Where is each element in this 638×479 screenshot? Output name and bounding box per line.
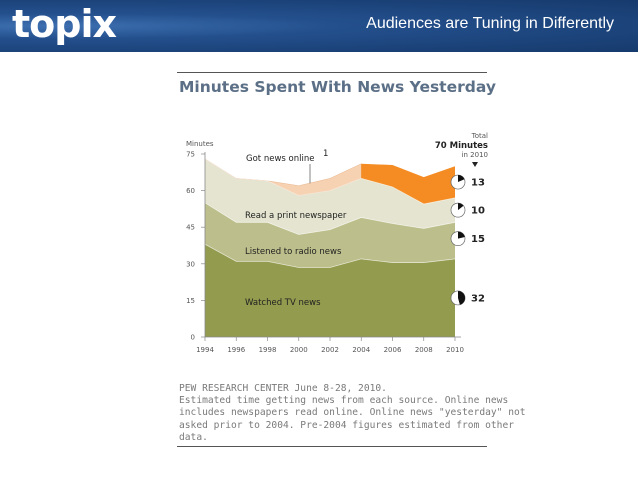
x-tick-label: 2002 bbox=[321, 346, 339, 354]
y-tick-label: 0 bbox=[191, 334, 195, 342]
stacked-area-chart: 0 15 30 45 60 75 Minutes 1994 1996 1998 2000 2002 20… bbox=[186, 132, 488, 354]
total-minutes: 70 Minutes bbox=[435, 141, 488, 151]
total-label: Total bbox=[471, 132, 488, 140]
y-tick-label: 60 bbox=[186, 187, 195, 195]
area-0 bbox=[205, 244, 455, 337]
area-online bbox=[361, 163, 455, 205]
footnote-marker: 1 bbox=[323, 149, 328, 159]
y-tick-label: 75 bbox=[186, 151, 195, 159]
y-tick-label: 45 bbox=[186, 224, 195, 232]
total-value: 15 bbox=[471, 234, 485, 245]
series-label: Read a print newspaper bbox=[245, 211, 347, 221]
x-tick-label: 1998 bbox=[259, 346, 277, 354]
area-2 bbox=[205, 158, 455, 235]
x-tick-label: 1996 bbox=[227, 346, 245, 354]
x-tick-label: 1994 bbox=[196, 346, 214, 354]
share-pie-slice bbox=[458, 231, 465, 239]
y-axis-label: Minutes bbox=[186, 140, 214, 148]
bottom-divider bbox=[177, 446, 487, 447]
y-tick-label: 15 bbox=[186, 297, 195, 305]
band-separator bbox=[204, 202, 456, 235]
series-label: Listened to radio news bbox=[245, 247, 342, 257]
source-line: data. bbox=[179, 431, 208, 443]
x-tick-label: 2006 bbox=[384, 346, 402, 354]
band-separator bbox=[204, 243, 456, 268]
header-bar: topix Audiences are Tuning in Differentl… bbox=[0, 0, 638, 52]
x-tick-label: 2004 bbox=[352, 346, 370, 354]
total-value: 10 bbox=[471, 206, 485, 217]
source-line: Estimated time getting news from each so… bbox=[179, 395, 509, 407]
top-divider bbox=[177, 72, 487, 73]
chart-title: Minutes Spent With News Yesterday bbox=[179, 78, 496, 96]
total-year: in 2010 bbox=[462, 151, 488, 159]
band-separator bbox=[204, 158, 456, 205]
area-1 bbox=[205, 202, 455, 268]
x-tick-label: 2000 bbox=[290, 346, 308, 354]
source-line: asked prior to 2004. Pre-2004 figures es… bbox=[179, 419, 515, 431]
series-label: Watched TV news bbox=[245, 298, 321, 308]
total-value: 32 bbox=[471, 293, 485, 304]
y-tick-label: 30 bbox=[186, 260, 195, 268]
share-pie-slice bbox=[458, 290, 465, 305]
share-pie-slice bbox=[458, 203, 464, 211]
series-label-online: Got news online bbox=[246, 154, 314, 164]
source-line: PEW RESEARCH CENTER June 8-28, 2010. bbox=[179, 383, 387, 394]
source-line: includes newspapers read online. Online … bbox=[179, 407, 526, 419]
x-tick-label: 2010 bbox=[446, 346, 464, 354]
total-value: 13 bbox=[471, 178, 485, 189]
slide-title: Audiences are Tuning in Differently bbox=[366, 15, 614, 32]
down-arrow-icon bbox=[472, 162, 478, 167]
source-note: PEW RESEARCH CENTER June 8-28, 2010. Est… bbox=[179, 383, 526, 444]
topix-logo: topix bbox=[12, 2, 117, 46]
share-pie-slice bbox=[458, 175, 465, 183]
x-tick-label: 2008 bbox=[415, 346, 433, 354]
